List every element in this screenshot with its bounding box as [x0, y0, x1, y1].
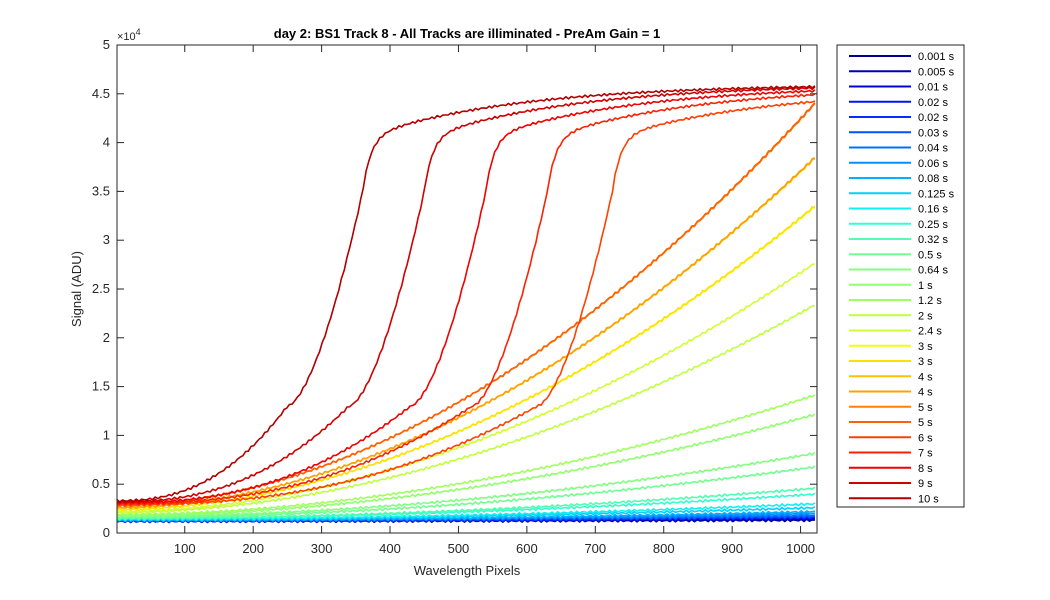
plot-background: [117, 45, 817, 533]
series-line: [116, 86, 816, 504]
legend-label: 0.001 s: [918, 51, 955, 63]
series-group: [116, 84, 816, 524]
legend-label: 6 s: [918, 432, 933, 444]
y-axis-title: Signal (ADU): [69, 251, 84, 327]
series-line: [116, 157, 816, 510]
y-tick-label: 1: [103, 427, 110, 442]
legend-label: 2.4 s: [918, 326, 942, 338]
legend-label: 0.005 s: [918, 66, 955, 78]
legend-label: 5 s: [918, 402, 933, 414]
legend-label: 0.02 s: [918, 112, 948, 124]
x-tick-label: 100: [174, 541, 196, 556]
x-tick-label: 500: [448, 541, 470, 556]
series-line: [116, 89, 816, 505]
series-line: [116, 304, 816, 515]
y-tick-label: 3: [103, 232, 110, 247]
x-axis-title: Wavelength Pixels: [414, 563, 521, 578]
series-line: [116, 510, 816, 523]
y-multiplier-base: ×10: [117, 31, 136, 43]
legend-label: 8 s: [918, 463, 933, 475]
series-line: [116, 465, 816, 520]
legend-label: 1.2 s: [918, 295, 942, 307]
y-tick-label: 5: [103, 37, 110, 52]
y-tick-label: 0.5: [92, 476, 110, 491]
series-line: [116, 413, 816, 518]
legend-label: 0.25 s: [918, 219, 948, 231]
y-tick-label: 2: [103, 330, 110, 345]
legend-label: 4 s: [918, 371, 933, 383]
legend-label: 4 s: [918, 387, 933, 399]
x-tick-label: 200: [242, 541, 264, 556]
series-line: [116, 394, 816, 517]
legend-label: 0.04 s: [918, 143, 948, 155]
y-tick-label: 0: [103, 525, 110, 540]
legend-label: 0.06 s: [918, 158, 948, 170]
legend-label: 0.02 s: [918, 97, 948, 109]
legend-box: [836, 44, 965, 508]
legend-label: 1 s: [918, 280, 933, 292]
legend-label: 0.16 s: [918, 204, 948, 216]
series-line: [116, 451, 816, 519]
legend-label: 5 s: [918, 417, 933, 429]
x-tick-label: 300: [311, 541, 333, 556]
x-tick-label: 800: [653, 541, 675, 556]
series-line: [116, 486, 816, 521]
legend-label: 3 s: [918, 356, 933, 368]
legend-label: 10 s: [918, 493, 939, 505]
y-tick-label: 1.5: [92, 379, 110, 394]
legend-label: 3 s: [918, 341, 933, 353]
y-tick-label: 2.5: [92, 281, 110, 296]
x-tick-label: 1000: [786, 541, 815, 556]
y-tick-label: 4: [103, 135, 110, 150]
y-tick-label: 4.5: [92, 86, 110, 101]
x-tick-label: 600: [516, 541, 538, 556]
legend-label: 9 s: [918, 478, 933, 490]
legend-label: 0.03 s: [918, 127, 948, 139]
x-tick-label: 700: [584, 541, 606, 556]
chart-title: day 2: BS1 Track 8 - All Tracks are illi…: [274, 26, 660, 41]
series-line: [116, 84, 816, 503]
legend-label: 0.125 s: [918, 188, 955, 200]
series-line: [116, 263, 816, 514]
y-tick-label: 3.5: [92, 183, 110, 198]
legend-label: 0.01 s: [918, 82, 948, 94]
legend-label: 2 s: [918, 310, 933, 322]
x-tick-label: 400: [379, 541, 401, 556]
series-line: [116, 93, 816, 506]
y-axis-multiplier: ×104: [117, 27, 141, 43]
x-tick-label: 900: [721, 541, 743, 556]
legend-label: 0.32 s: [918, 234, 948, 246]
series-line: [116, 100, 816, 507]
ticks-group: 100 200 300 400 500 600 700 800 900 1000 0 0.5 1 1.5 2…: [92, 37, 817, 556]
series-line: [116, 502, 816, 522]
legend-label: 0.08 s: [918, 173, 948, 185]
plot-area: [116, 44, 818, 534]
legend-label: 7 s: [918, 448, 933, 460]
legend-label: 0.64 s: [918, 265, 948, 277]
legend-label: 0.5 s: [918, 249, 942, 261]
y-multiplier-exp: 4: [136, 27, 141, 37]
legend: 0.001 s 0.005 s 0.01 s 0.02 s 0.02 s 0.03 s 0.…: [836, 44, 965, 508]
